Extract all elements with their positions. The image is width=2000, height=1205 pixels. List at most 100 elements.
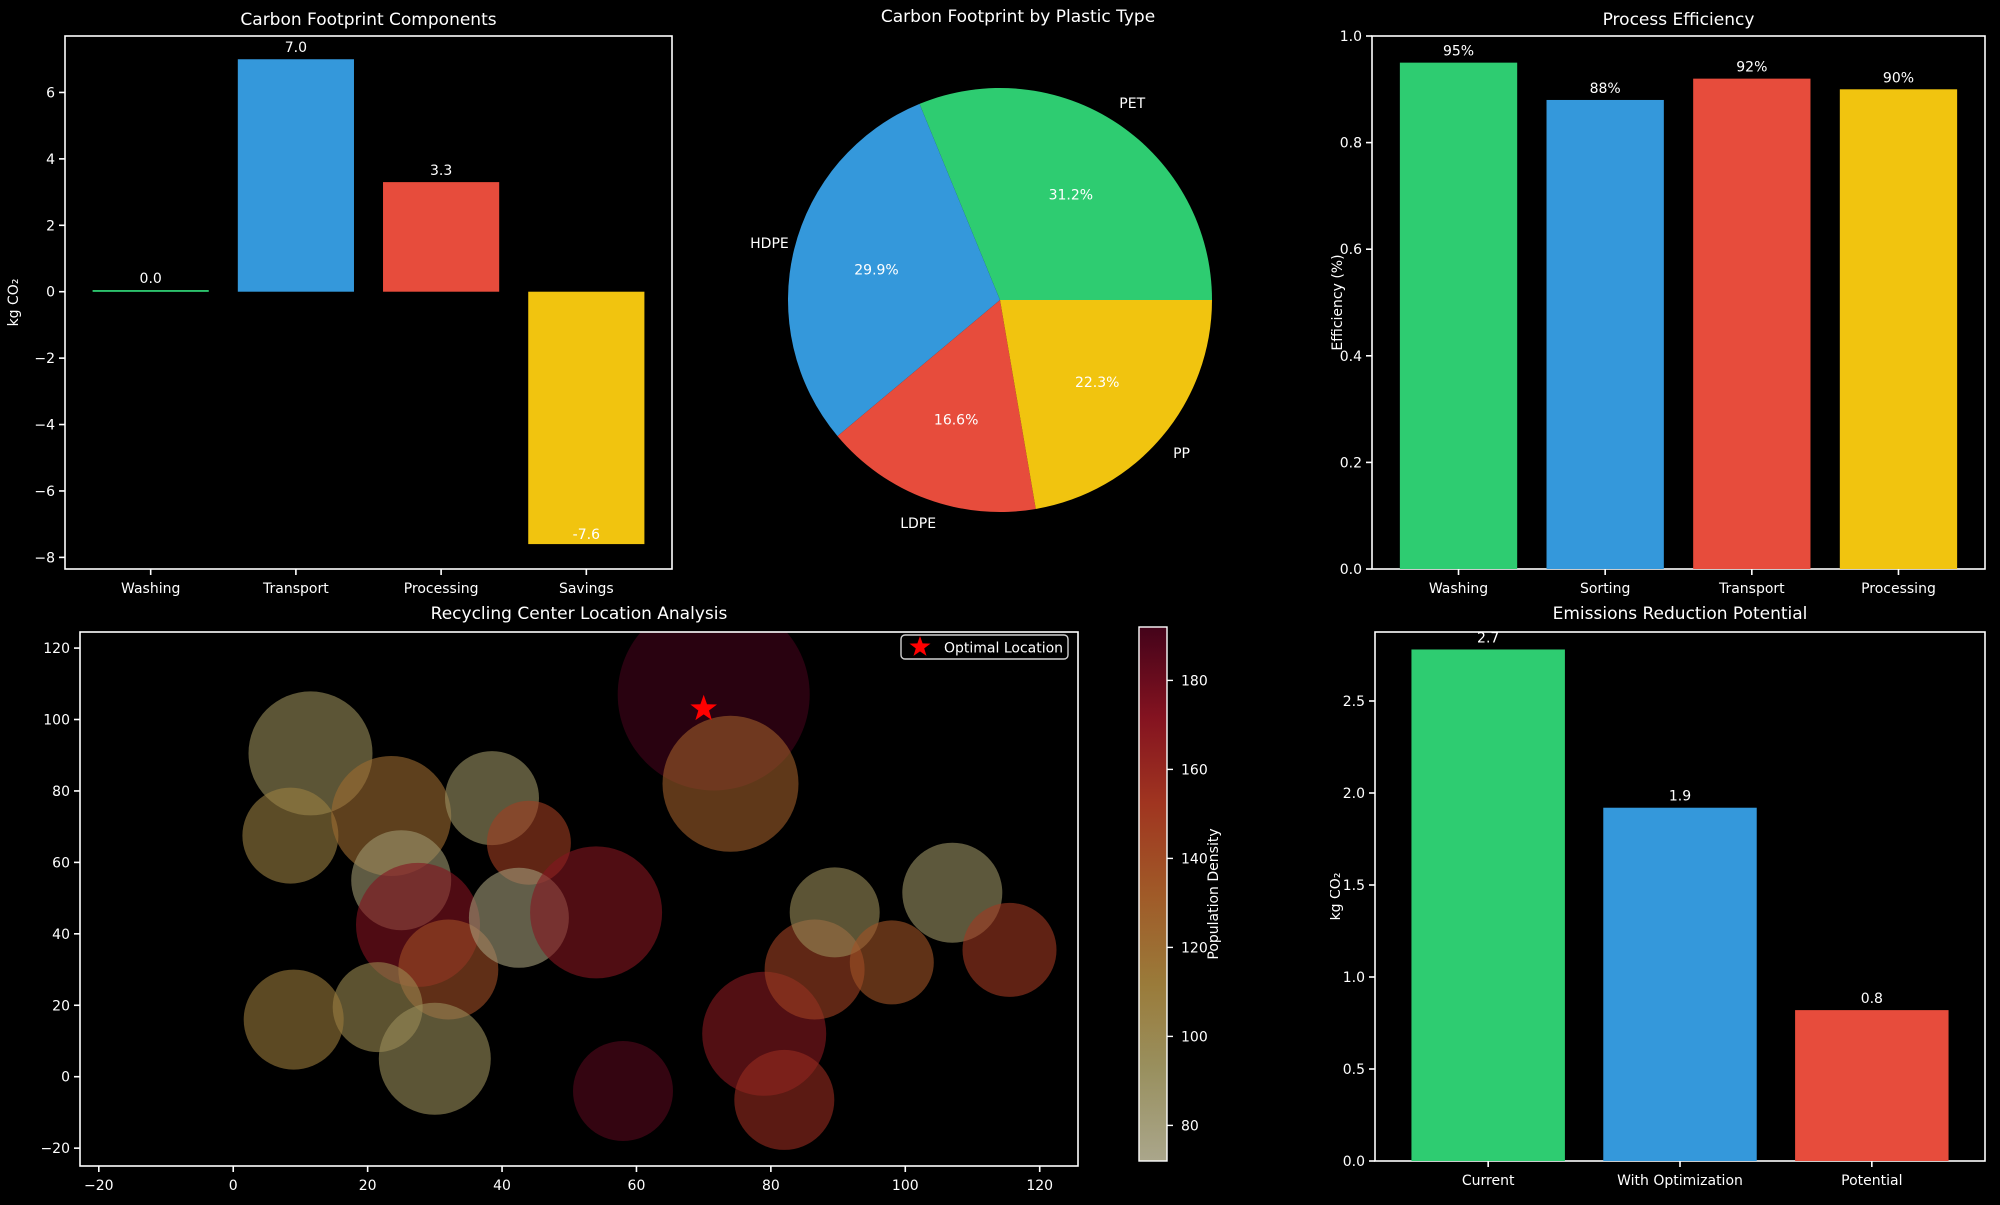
x-tick-label: Sorting: [1580, 581, 1630, 597]
pie-slice-pp: [1000, 300, 1212, 509]
y-tick-label: 40: [52, 927, 70, 943]
chart-title: Recycling Center Location Analysis: [431, 604, 728, 624]
y-tick-label: 1.0: [1343, 970, 1365, 986]
bar-value-label: 7.0: [285, 40, 307, 56]
x-tick-label: 20: [359, 1178, 377, 1194]
y-tick-label: −2: [34, 351, 55, 367]
y-tick-label: 4: [46, 152, 55, 168]
y-tick-label: −4: [34, 418, 55, 434]
y-tick-label: 2: [46, 218, 55, 234]
x-tick-label: Processing: [404, 581, 479, 597]
x-tick-label: Savings: [559, 581, 614, 597]
emissions-reduction-panel: Emissions Reduction Potential 0.0 0.5 1.0 1.…: [1328, 600, 2000, 1205]
pie-slice-label: PET: [1119, 96, 1145, 112]
chart-title: Emissions Reduction Potential: [1553, 604, 1808, 624]
y-tick-label: 0.0: [1340, 562, 1362, 578]
y-tick-label: 20: [52, 998, 70, 1014]
carbon-components-chart: Carbon Footprint Components −8 −6 −4 −2 0 2 4 6 0…: [6, 10, 673, 597]
y-tick-label: 0.0: [1343, 1154, 1365, 1170]
y-tick-label: 2.5: [1343, 694, 1365, 710]
chart-title: Carbon Footprint by Plastic Type: [881, 7, 1155, 27]
bar-value-label: 88%: [1590, 81, 1621, 97]
y-tick-label: 2.0: [1343, 786, 1365, 802]
bar-savings: [528, 291, 645, 545]
scatter-bubble: [662, 715, 799, 852]
chart-title: Carbon Footprint Components: [240, 10, 496, 30]
colorbar: [1138, 626, 1168, 1162]
pie-pct-label: 16.6%: [934, 412, 978, 428]
colorbar-tick-label: 180: [1181, 673, 1208, 689]
bar-value-label: 2.7: [1477, 630, 1499, 646]
y-tick-label: 0.8: [1340, 136, 1362, 152]
pie-pct-label: 31.2%: [1049, 187, 1093, 203]
y-tick-label: 0.6: [1340, 242, 1362, 258]
bar-value-label: 90%: [1883, 70, 1914, 86]
y-tick-label: 100: [43, 713, 70, 729]
colorbar-tick-label: 120: [1181, 940, 1208, 956]
y-axis-label: kg CO₂: [6, 279, 22, 327]
plot-frame: [1371, 35, 1986, 570]
pie-slice-label: HDPE: [750, 236, 789, 252]
bar-value-label: -7.6: [573, 527, 600, 543]
bar-value-label: 1.9: [1669, 789, 1691, 805]
pie-slice-label: PP: [1173, 446, 1190, 462]
bar-sorting: [1546, 99, 1664, 570]
carbon-components-panel: Carbon Footprint Components −8 −6 −4 −2 0 2 4 6 0…: [0, 0, 700, 605]
y-tick-label: 1.0: [1340, 29, 1362, 45]
scatter-bubble: [243, 969, 344, 1070]
scatter-bubble: [789, 867, 880, 958]
x-tick-label: Transport: [1718, 581, 1785, 597]
x-tick-label: Processing: [1861, 581, 1936, 597]
bar-value-label: 0.8: [1861, 991, 1883, 1007]
bar-transport: [237, 59, 354, 292]
y-tick-label: 0.4: [1340, 349, 1362, 365]
colorbar-label: Population Density: [1206, 828, 1222, 959]
x-tick-label: With Optimization: [1617, 1173, 1743, 1189]
y-tick-label: 0.5: [1343, 1062, 1365, 1078]
bar-current: [1411, 649, 1565, 1161]
pie-slice-hdpe: [788, 103, 1000, 437]
scatter-bubble: [962, 902, 1057, 997]
plastic-type-pie-panel: Carbon Footprint by Plastic Type 31.2% PET…: [700, 0, 1330, 605]
y-tick-label: −20: [40, 1141, 70, 1157]
bar-value-label: 92%: [1736, 60, 1767, 76]
legend-box: [900, 634, 1069, 660]
mask-top: [80, 600, 1078, 632]
x-tick-label: Washing: [121, 581, 180, 597]
y-tick-label: 60: [52, 855, 70, 871]
location-analysis-panel: Recycling Center Location AnalysisRecycl…: [0, 598, 1330, 1205]
scatter-bubble: [242, 787, 339, 884]
bar-washing: [92, 290, 209, 292]
chart-title: Process Efficiency: [1603, 10, 1755, 30]
y-tick-label: 120: [43, 641, 70, 657]
plot-frame: [64, 35, 673, 570]
mask-bottom: [80, 1166, 1078, 1200]
emissions-reduction-chart: Emissions Reduction Potential 0.0 0.5 1.0 1.…: [1328, 604, 1986, 1189]
y-axis-label: kg CO₂: [1330, 873, 1344, 921]
location-analysis-scatter: Recycling Center Location AnalysisRecycl…: [0, 598, 1222, 1200]
y-tick-label: 1.5: [1343, 878, 1365, 894]
x-tick-label: Washing: [1429, 581, 1488, 597]
bar-washing: [1399, 62, 1518, 570]
scatter-bubble: [398, 919, 499, 1020]
x-tick-label: 100: [892, 1178, 919, 1194]
x-tick-label: 60: [628, 1178, 646, 1194]
colorbar-tick-label: 100: [1181, 1029, 1208, 1045]
process-efficiency-chart: Process Efficiency 0.0 0.2 0.4 0.6 0.8 1.0 95% W…: [1330, 10, 1986, 597]
scatter-bubble: [378, 1002, 491, 1115]
pie-pct-label: 29.9%: [854, 263, 898, 279]
bar-processing: [383, 182, 500, 292]
x-tick-label: 80: [762, 1178, 780, 1194]
pie-slice-pet: [919, 88, 1212, 300]
colorbar-tick-label: 160: [1181, 762, 1208, 778]
bar-with-optimization: [1603, 807, 1757, 1161]
y-tick-label: 80: [52, 784, 70, 800]
x-tick-label: 40: [493, 1178, 511, 1194]
scatter-bubble: [486, 800, 571, 885]
x-tick-label: Transport: [262, 581, 329, 597]
y-tick-label: 0: [61, 1070, 70, 1086]
bar-value-label: 95%: [1443, 44, 1474, 60]
legend-star-icon: [909, 636, 931, 656]
y-tick-label: −8: [34, 550, 55, 566]
y-tick-label: 0.2: [1340, 455, 1362, 471]
